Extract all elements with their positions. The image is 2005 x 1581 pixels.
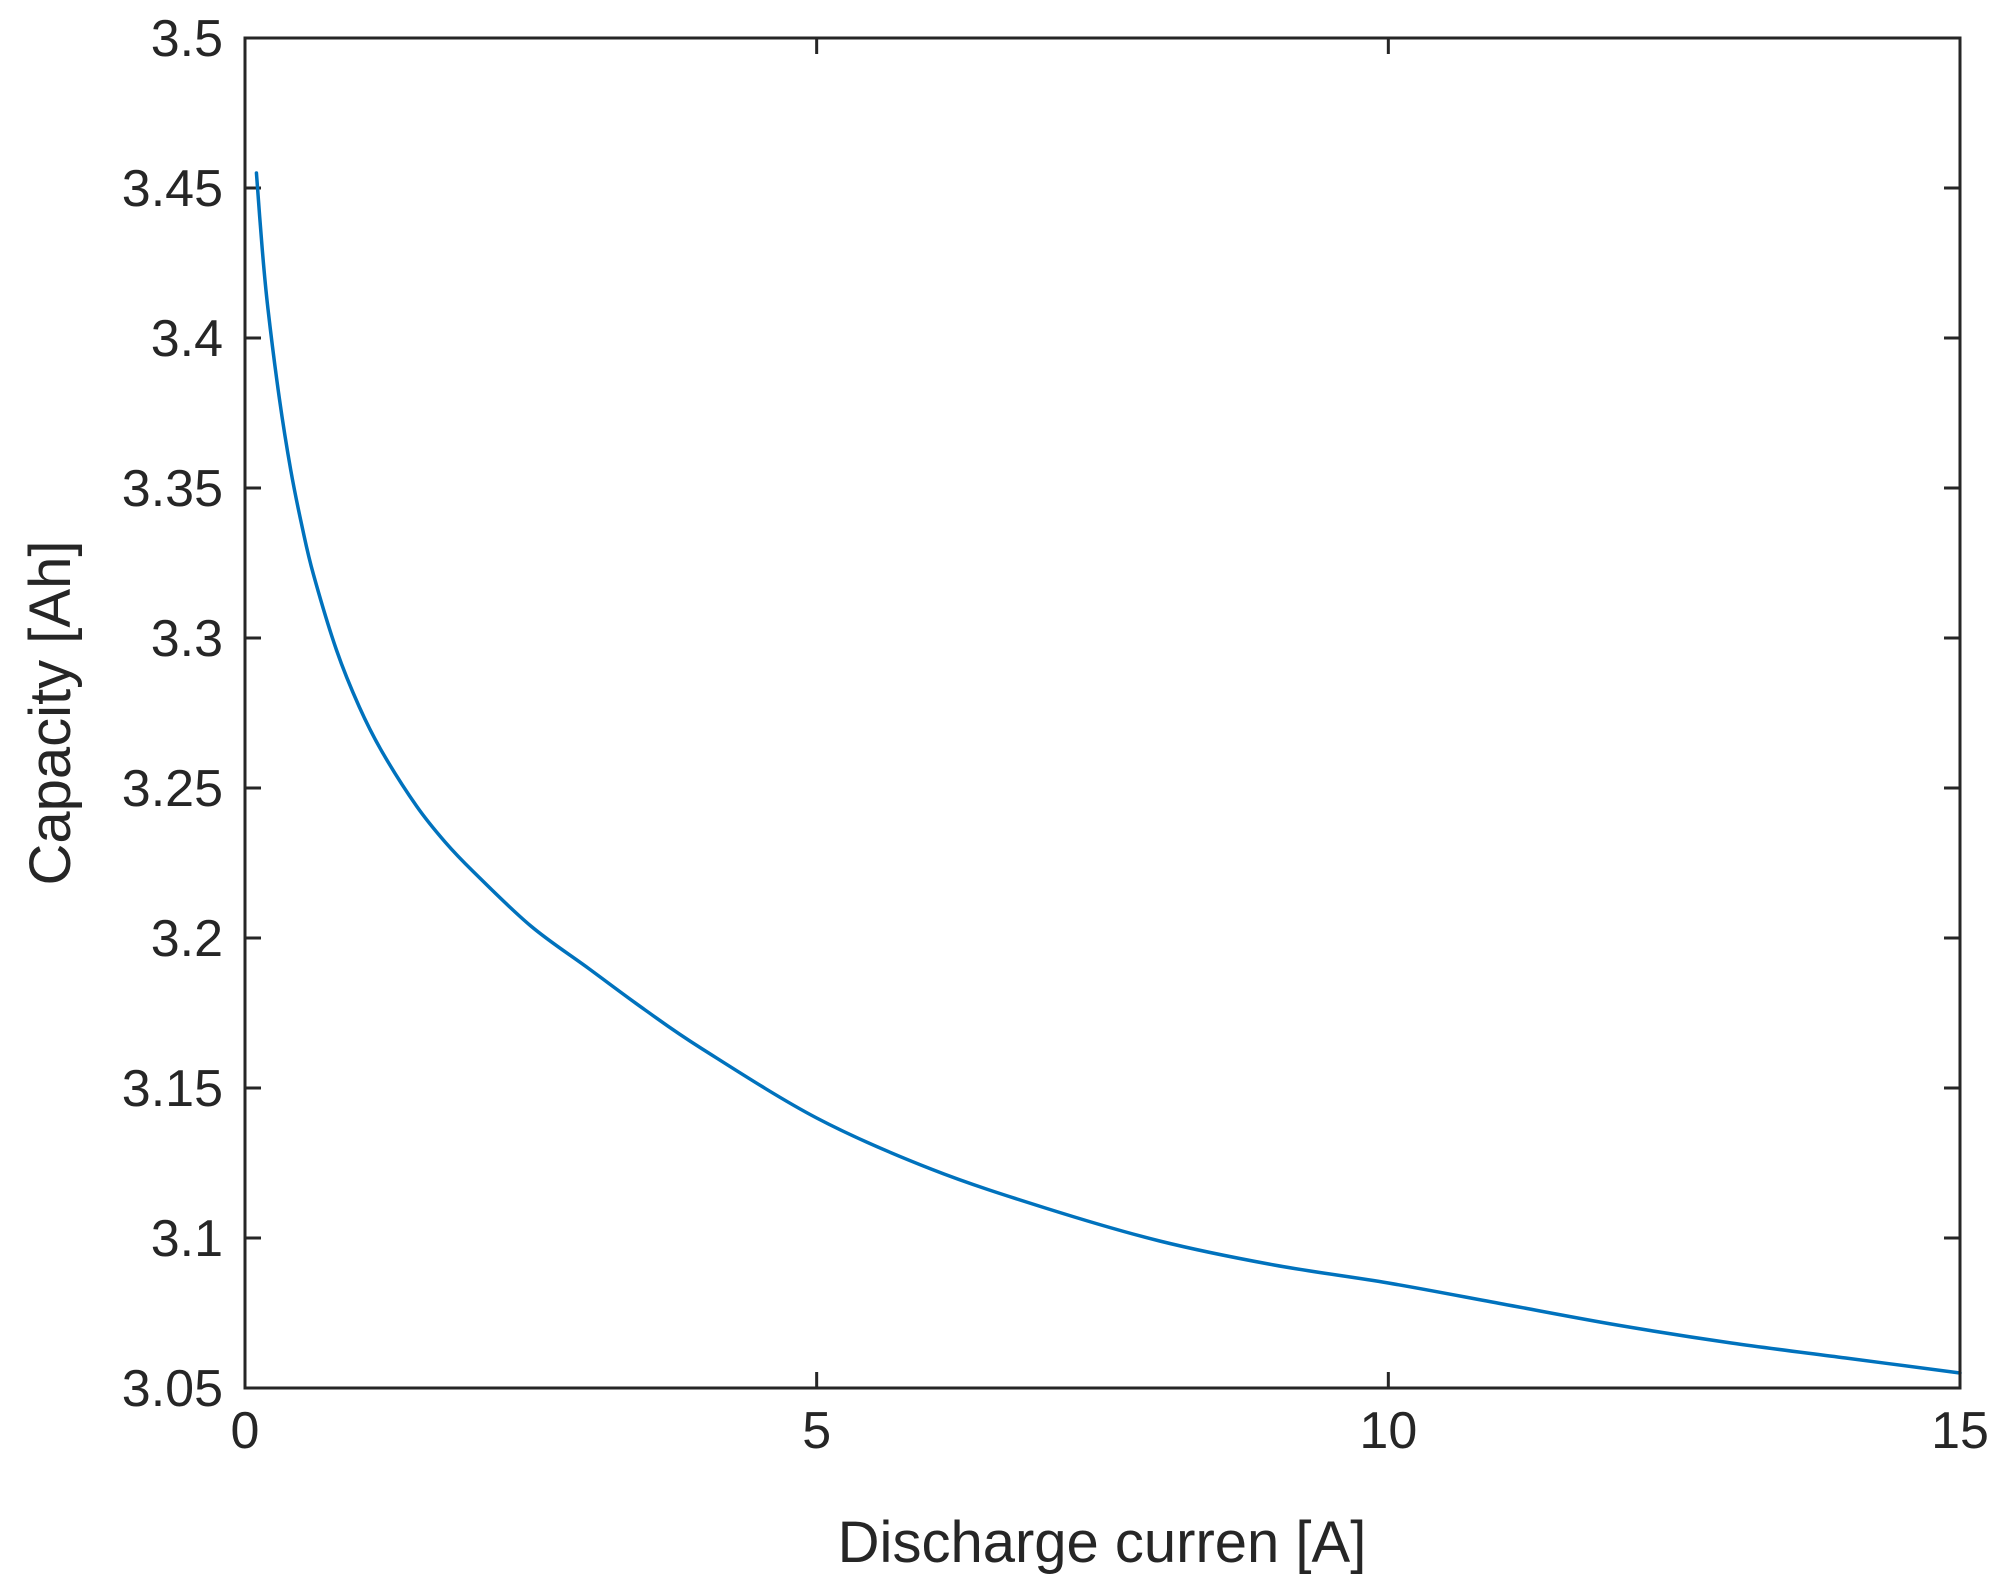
- y-tick-label: 3.3: [151, 610, 223, 668]
- y-tick-label: 3.4: [151, 310, 223, 368]
- series-line: [254, 171, 1962, 1375]
- y-tick-label: 3.05: [122, 1360, 223, 1418]
- x-tick-label: 15: [1931, 1402, 1989, 1460]
- x-tick-labels: 0 5 10 15: [231, 1402, 1989, 1460]
- y-tick-label: 3.45: [122, 160, 223, 218]
- y-tick-label: 3.1: [151, 1210, 223, 1268]
- y-tick-labels: 3.05 3.1 3.15 3.2 3.25 3.3 3.35 3.4 3.45 3.5: [122, 10, 223, 1418]
- x-tick-label: 10: [1359, 1402, 1417, 1460]
- plot-area-background: [245, 38, 1960, 1388]
- x-tick-label: 0: [231, 1402, 260, 1460]
- tick-marks: [243, 36, 1962, 1390]
- x-tick-label: 5: [802, 1402, 831, 1460]
- x-axis-label: Discharge curren [A]: [838, 1510, 1367, 1575]
- plot-area-frame: [243, 36, 1962, 1390]
- y-tick-label: 3.35: [122, 460, 223, 518]
- y-tick-label: 3.15: [122, 1060, 223, 1118]
- series-group: [254, 171, 1962, 1375]
- y-tick-label: 3.25: [122, 760, 223, 818]
- y-axis-label: Capacity [Ah]: [18, 541, 83, 886]
- y-tick-label: 3.2: [151, 910, 223, 968]
- y-tick-label: 3.5: [151, 10, 223, 68]
